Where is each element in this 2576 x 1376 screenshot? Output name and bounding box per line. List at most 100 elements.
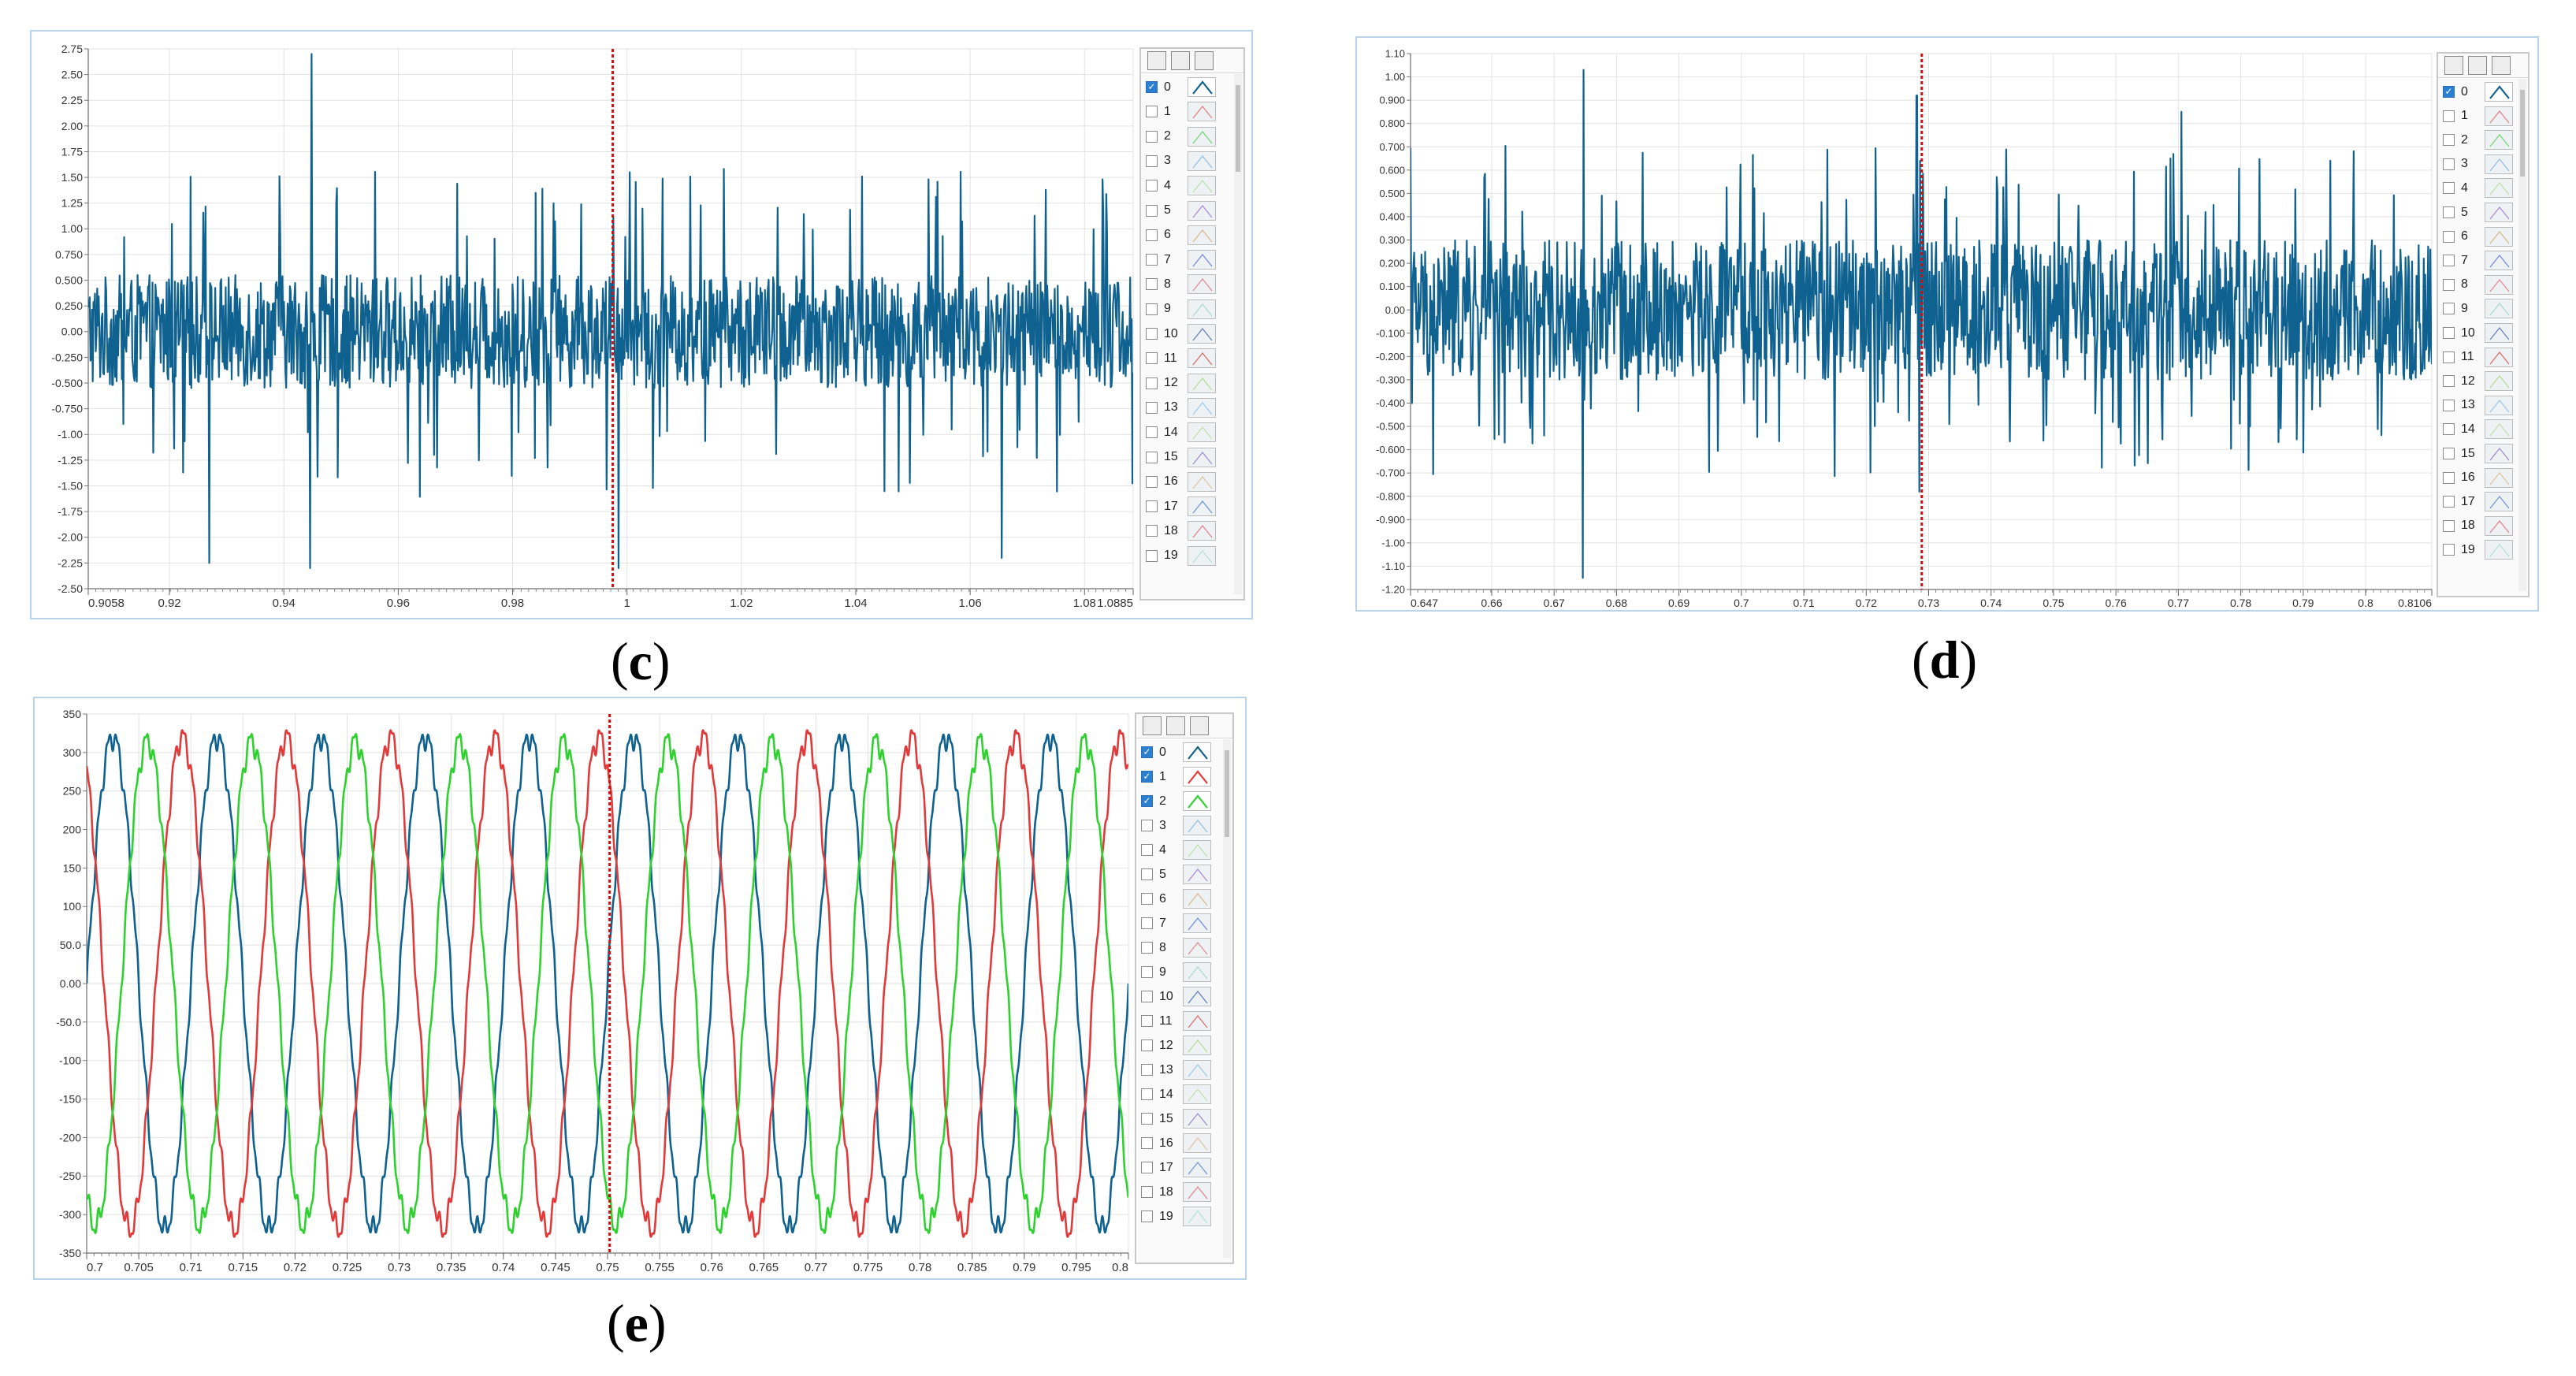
- legend-swatch-icon[interactable]: [1183, 767, 1211, 787]
- legend-item[interactable]: 10: [1146, 324, 1216, 344]
- legend-swatch-icon[interactable]: [1188, 324, 1216, 344]
- legend-item[interactable]: 9: [1141, 962, 1211, 982]
- legend-checkbox[interactable]: ✓: [2443, 86, 2455, 98]
- legend-swatch-icon[interactable]: [1188, 102, 1216, 122]
- legend-checkbox[interactable]: [1146, 180, 1158, 192]
- legend-checkbox[interactable]: [2443, 327, 2455, 339]
- legend-swatch-icon[interactable]: [1183, 962, 1211, 982]
- legend-item[interactable]: 15: [2443, 444, 2513, 463]
- legend-swatch-icon[interactable]: [1183, 938, 1211, 958]
- legend-checkbox[interactable]: [2443, 351, 2455, 363]
- legend-item[interactable]: 2: [1146, 126, 1216, 147]
- legend-checkbox[interactable]: [1141, 1137, 1153, 1149]
- legend-swatch-icon[interactable]: [1183, 816, 1211, 835]
- legend-checkbox[interactable]: [1141, 868, 1153, 880]
- legend-swatch-icon[interactable]: [1188, 496, 1216, 517]
- legend-swatch-icon[interactable]: [1183, 742, 1211, 762]
- legend-swatch-icon[interactable]: [1188, 77, 1216, 97]
- legend-item[interactable]: 18: [2443, 515, 2513, 536]
- legend-swatch-icon[interactable]: [2485, 106, 2513, 126]
- legend-swatch-icon[interactable]: [1188, 225, 1216, 245]
- legend-swatch-icon[interactable]: [1183, 1133, 1211, 1153]
- legend-item[interactable]: 11: [1141, 1011, 1211, 1031]
- legend-checkbox[interactable]: [1141, 942, 1153, 954]
- legend-swatch-icon[interactable]: [2485, 419, 2513, 440]
- legend-checkbox[interactable]: [1146, 500, 1158, 513]
- legend-item[interactable]: 19: [2443, 540, 2513, 560]
- scrollbar-thumb[interactable]: [2520, 90, 2525, 177]
- legend-checkbox[interactable]: ✓: [1141, 795, 1153, 807]
- legend-checkbox[interactable]: [2443, 399, 2455, 411]
- legend-item[interactable]: 1: [1146, 102, 1216, 122]
- legend-item[interactable]: 3: [1146, 151, 1216, 171]
- legend-item[interactable]: 13: [2443, 395, 2513, 415]
- legend-scrollbar[interactable]: [1223, 739, 1231, 1258]
- legend-checkbox[interactable]: [1141, 1039, 1153, 1051]
- legend-swatch-icon[interactable]: [1183, 1036, 1211, 1055]
- legend-item[interactable]: 7: [2443, 251, 2513, 271]
- legend-swatch-icon[interactable]: [1188, 176, 1216, 196]
- legend-swatch-icon[interactable]: [2485, 82, 2513, 102]
- legend-checkbox[interactable]: [2443, 471, 2455, 484]
- legend-swatch-icon[interactable]: [2485, 203, 2513, 222]
- legend-item[interactable]: 13: [1141, 1060, 1211, 1080]
- legend-swatch-icon[interactable]: [2485, 226, 2513, 247]
- legend-scrollbar[interactable]: [1234, 74, 1242, 594]
- legend-item[interactable]: 3: [1141, 816, 1211, 835]
- legend-checkbox[interactable]: ✓: [1141, 771, 1153, 783]
- legend-checkbox[interactable]: [1146, 204, 1158, 217]
- legend-swatch-icon[interactable]: [1188, 521, 1216, 541]
- legend-item[interactable]: ✓ 2: [1141, 791, 1211, 811]
- legend-item[interactable]: 13: [1146, 397, 1216, 418]
- legend-swatch-icon[interactable]: [1188, 250, 1216, 270]
- legend-checkbox[interactable]: [2443, 110, 2455, 122]
- legend-item[interactable]: 14: [1146, 422, 1216, 443]
- cursor-tool-icon[interactable]: [2492, 56, 2511, 75]
- legend-checkbox[interactable]: [1146, 303, 1158, 315]
- legend-swatch-icon[interactable]: [1183, 1084, 1211, 1104]
- legend-item[interactable]: 4: [2443, 178, 2513, 199]
- legend-item[interactable]: 10: [1141, 987, 1211, 1006]
- legend-item[interactable]: 2: [2443, 130, 2513, 151]
- legend-swatch-icon[interactable]: [1183, 1060, 1211, 1080]
- legend-checkbox[interactable]: [1146, 154, 1158, 167]
- legend-checkbox[interactable]: [2443, 448, 2455, 459]
- legend-item[interactable]: 17: [2443, 492, 2513, 512]
- pan-icon[interactable]: [2444, 56, 2463, 75]
- legend-checkbox[interactable]: [1146, 401, 1158, 414]
- legend-swatch-icon[interactable]: [1188, 348, 1216, 369]
- legend-item[interactable]: 8: [1141, 938, 1211, 958]
- legend-checkbox[interactable]: [1146, 352, 1158, 365]
- legend-swatch-icon[interactable]: [2485, 540, 2513, 560]
- legend-item[interactable]: 10: [2443, 323, 2513, 343]
- legend-swatch-icon[interactable]: [1183, 889, 1211, 909]
- legend-item[interactable]: 6: [2443, 226, 2513, 247]
- legend-item[interactable]: 18: [1141, 1182, 1211, 1202]
- legend-checkbox[interactable]: [1141, 917, 1153, 929]
- scrollbar-thumb[interactable]: [1236, 85, 1240, 172]
- legend-item[interactable]: 19: [1141, 1207, 1211, 1226]
- zoom-icon[interactable]: [2468, 56, 2487, 75]
- legend-swatch-icon[interactable]: [1183, 913, 1211, 933]
- legend-item[interactable]: 17: [1141, 1158, 1211, 1177]
- pan-icon[interactable]: [1143, 716, 1162, 735]
- zoom-icon[interactable]: [1166, 716, 1185, 735]
- legend-checkbox[interactable]: [2443, 423, 2455, 436]
- legend-checkbox[interactable]: [1141, 844, 1153, 856]
- legend-swatch-icon[interactable]: [1188, 299, 1216, 319]
- legend-item[interactable]: 9: [1146, 299, 1216, 319]
- legend-swatch-icon[interactable]: [2485, 444, 2513, 463]
- legend-swatch-icon[interactable]: [1188, 397, 1216, 418]
- legend-checkbox[interactable]: [2443, 206, 2455, 218]
- legend-item[interactable]: 8: [2443, 274, 2513, 295]
- legend-swatch-icon[interactable]: [2485, 323, 2513, 343]
- legend-checkbox[interactable]: [2443, 158, 2455, 170]
- legend-item[interactable]: 12: [1146, 373, 1216, 393]
- legend-checkbox[interactable]: [2443, 230, 2455, 243]
- legend-checkbox[interactable]: [2443, 303, 2455, 315]
- legend-item[interactable]: 1: [2443, 106, 2513, 126]
- legend-item[interactable]: 8: [1146, 274, 1216, 295]
- legend-item[interactable]: 15: [1141, 1109, 1211, 1129]
- legend-checkbox[interactable]: [2443, 375, 2455, 388]
- legend-swatch-icon[interactable]: [1188, 545, 1216, 566]
